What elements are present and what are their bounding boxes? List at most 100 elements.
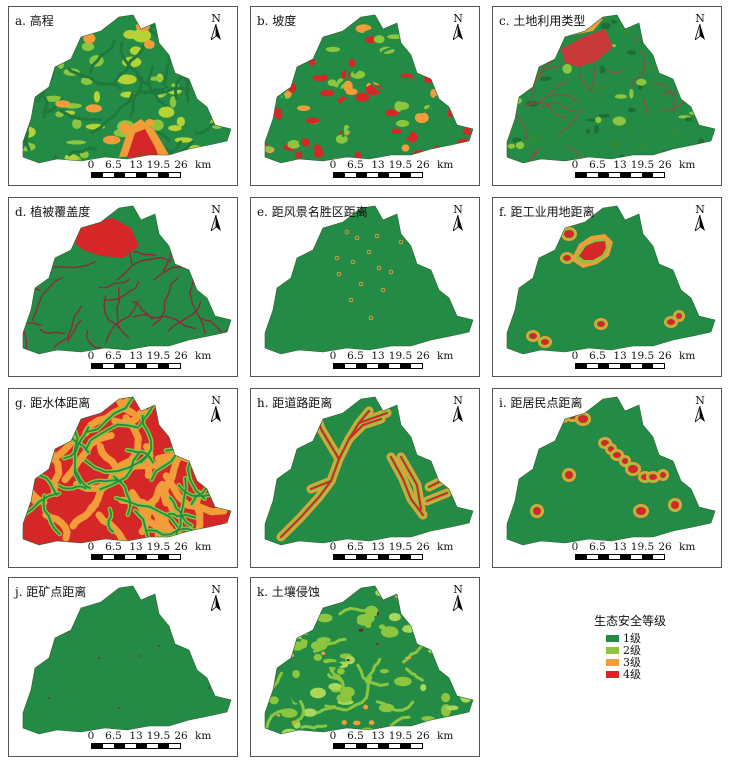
slope-zone	[435, 23, 450, 32]
map-canvas	[22, 205, 232, 355]
map-layer	[526, 227, 685, 348]
region-boundary	[264, 585, 474, 735]
valley-band	[111, 40, 154, 86]
slope-zone	[428, 59, 444, 71]
landuse-strip	[605, 69, 624, 74]
landuse-patch	[515, 141, 525, 150]
slope-zone	[347, 40, 359, 46]
legend-swatch-3	[606, 658, 619, 666]
scenic-spot-buffer	[398, 239, 404, 245]
landuse-patch	[612, 116, 626, 126]
water-buffer	[212, 413, 231, 460]
north-label: N	[211, 583, 221, 596]
slope-zone	[414, 112, 429, 124]
elevation-zone	[57, 15, 75, 25]
elevation-zone	[23, 92, 28, 103]
slope-zone	[453, 95, 462, 106]
water-buffer	[221, 459, 231, 479]
road-buffer	[357, 411, 389, 425]
landuse-patch	[671, 148, 684, 156]
low-vegetation-line	[44, 352, 68, 354]
north-label: N	[211, 203, 221, 216]
scale-bar: 0 6.5 13 19.5 26 km	[571, 159, 695, 178]
water-body	[107, 508, 114, 533]
elevation-zone	[178, 47, 198, 58]
slope-zone	[446, 83, 454, 93]
scale-unit: km	[437, 350, 454, 362]
landuse-strip	[526, 147, 542, 163]
landuse-strip	[579, 63, 594, 93]
water-body	[223, 461, 231, 478]
erosion-moderate-patch	[321, 651, 326, 656]
erosion-patch	[301, 634, 315, 640]
elevation-high-zone	[119, 121, 130, 134]
road-buffer	[309, 479, 333, 491]
road-buffer	[425, 491, 449, 503]
north-label: N	[453, 12, 463, 25]
erosion-strip	[356, 663, 389, 687]
erosion-patch	[428, 647, 445, 654]
north-arrow-icon: N	[451, 13, 465, 40]
erosion-moderate-patch	[368, 720, 375, 725]
low-vegetation-line	[103, 295, 130, 339]
low-vegetation-line	[178, 206, 200, 211]
slope-zone	[391, 84, 406, 96]
erosion-strip	[465, 599, 472, 620]
road-buffer	[347, 417, 383, 441]
scale-tick-label: 26	[658, 541, 672, 553]
scenic-spot-buffer	[374, 233, 380, 239]
scale-tick-label: 13	[613, 541, 627, 553]
landuse-patch	[595, 116, 602, 124]
elevation-zone	[218, 61, 231, 68]
erosion-moderate-patch	[405, 656, 412, 659]
erosion-patch	[325, 662, 343, 668]
valley-band	[89, 39, 116, 74]
elevation-high-zone	[102, 135, 121, 145]
elevation-zone	[174, 137, 194, 143]
landuse-strip	[567, 146, 591, 163]
slope-zone	[313, 148, 324, 159]
low-vegetation-line	[200, 317, 225, 336]
landuse-patch	[614, 94, 627, 99]
slope-zone	[467, 44, 473, 50]
legend-swatch-1	[606, 634, 619, 642]
erosion-patch	[316, 637, 331, 643]
erosion-patch	[306, 606, 320, 617]
gentle-slope-band	[465, 118, 473, 129]
water-buffer	[23, 431, 69, 443]
slope-zone	[407, 35, 421, 47]
erosion-patch	[309, 626, 324, 637]
elevation-zone	[161, 35, 178, 44]
map-layer	[23, 397, 231, 545]
scale-tick-label: 13	[613, 350, 627, 362]
water-buffer	[211, 457, 225, 498]
map-panel-i: i. 距居民点距离 N 0 6.5 13 19.5 26 km	[492, 388, 722, 568]
legend: 生态安全等级 1级 2级 3级 4级	[588, 612, 728, 681]
elevation-zone	[23, 162, 31, 163]
region-boundary	[506, 396, 716, 546]
low-vegetation-line	[105, 300, 139, 344]
slope-zone	[401, 37, 417, 45]
erosion-moderate-patch	[433, 617, 440, 624]
water-body	[84, 423, 139, 451]
landuse-patch	[629, 88, 634, 99]
valley-band	[198, 70, 212, 95]
scale-tick-label: 0	[571, 159, 579, 171]
erosion-strip	[445, 616, 473, 626]
water-body	[115, 497, 179, 528]
landuse-strip	[701, 92, 715, 106]
region-boundary	[264, 205, 474, 355]
road-buffer	[279, 409, 371, 539]
slope-zone	[287, 139, 301, 149]
gentle-slope-band	[459, 71, 473, 94]
landuse-patch	[580, 133, 585, 140]
low-vegetation-line	[103, 280, 140, 302]
road-buffer	[399, 455, 423, 511]
erosion-patch	[441, 692, 451, 703]
valley-band	[52, 15, 76, 44]
scale-tick-label: 19.5	[630, 541, 655, 553]
scenic-spot-buffer	[334, 255, 340, 261]
low-vegetation-line	[132, 313, 197, 330]
legend-item-4: 4级	[606, 668, 728, 681]
scale-tick-label: 19.5	[388, 350, 413, 362]
